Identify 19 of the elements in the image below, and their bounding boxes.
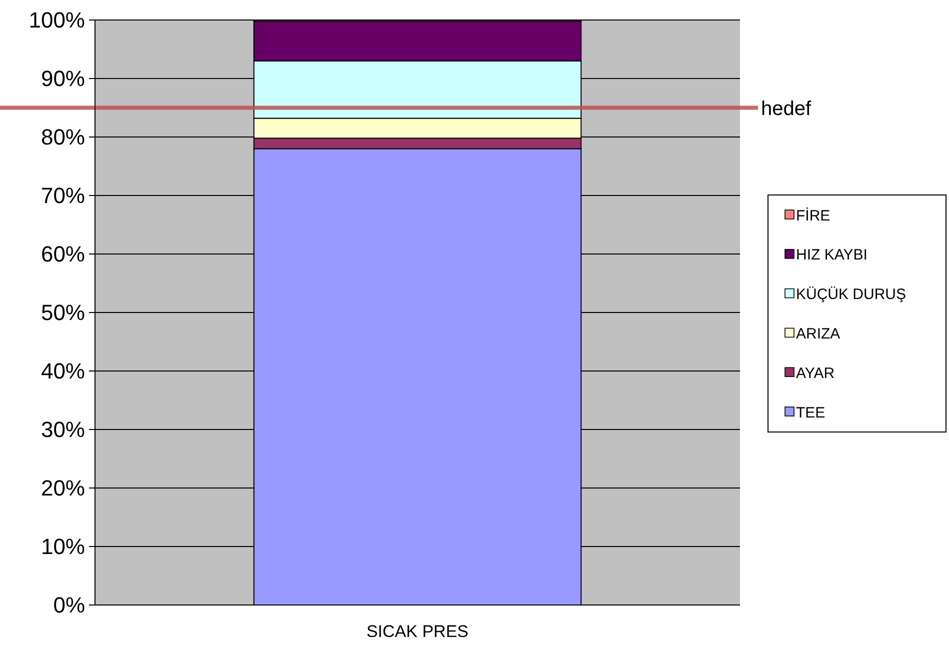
legend-label: KÜÇÜK DURUŞ (796, 286, 906, 304)
legend-label: AYAR (796, 364, 835, 382)
y-tick-label: 20% (40, 476, 85, 501)
y-tick-label: 30% (40, 417, 85, 442)
y-tick-label: 100% (28, 8, 85, 33)
legend-label: ARIZA (796, 325, 840, 342)
y-tick-label: 70% (40, 183, 85, 208)
y-tick-label: 90% (40, 66, 85, 92)
y-tick-label: 60% (40, 242, 85, 267)
y-tick-label: 50% (40, 300, 85, 326)
ref-line-label: hedef (761, 98, 812, 120)
legend-label: FİRE (796, 206, 830, 224)
legend-label: HIZ KAYBI (796, 246, 868, 264)
legend-label: TEE (796, 404, 826, 422)
y-tick-label: 0% (53, 592, 85, 618)
x-tick-label: SICAK PRES (366, 622, 469, 641)
y-tick-label: 10% (40, 534, 85, 560)
y-tick-label: 80% (40, 124, 85, 150)
y-tick-label: 40% (40, 358, 85, 384)
